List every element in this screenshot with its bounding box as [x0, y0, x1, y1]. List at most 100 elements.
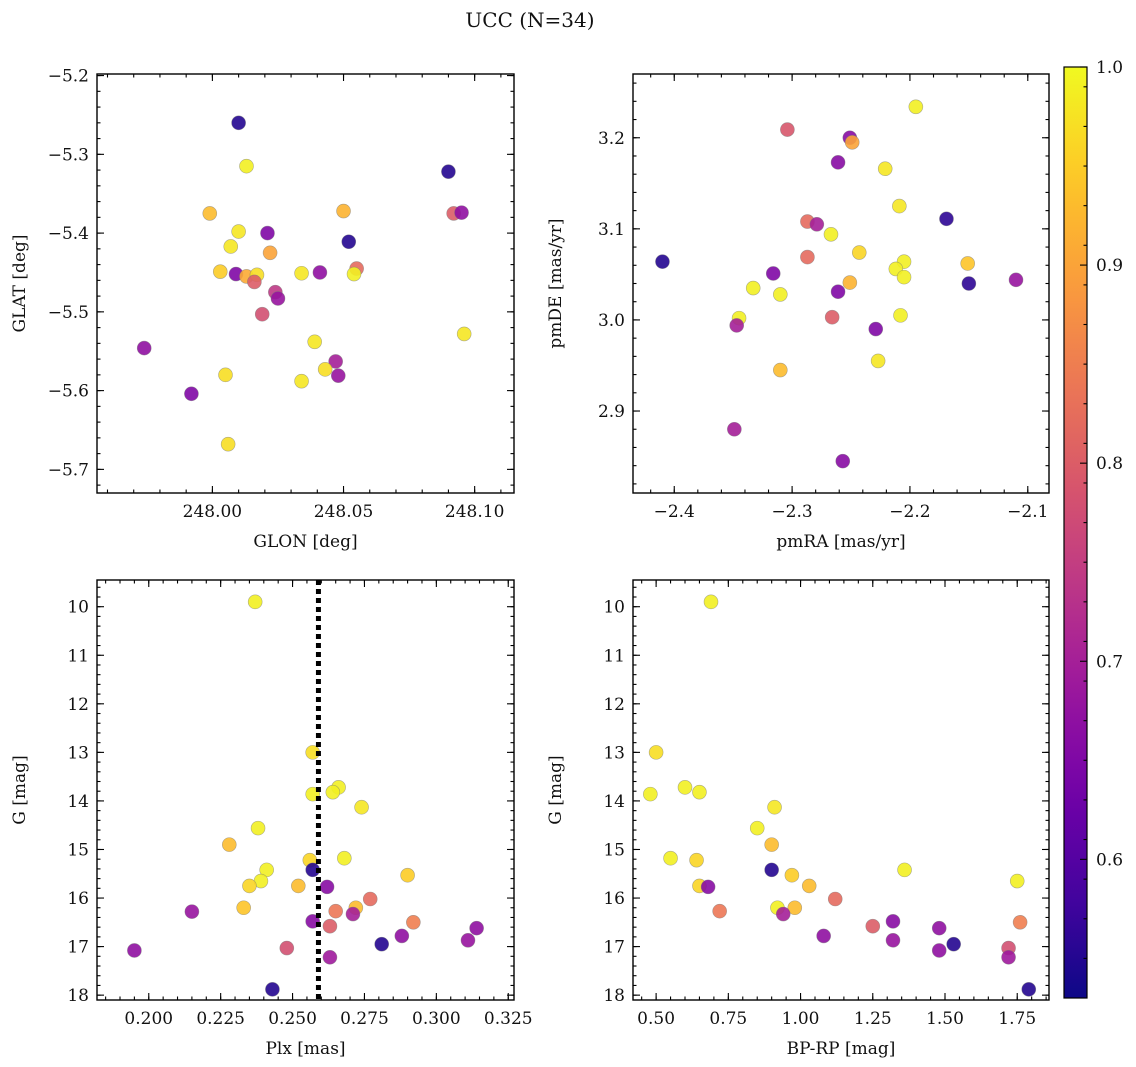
- scatter-point: [254, 306, 270, 322]
- plot-frame: [632, 579, 1050, 1001]
- colorbar: 0.6 0.7 0.8 0.9 1.0: [1063, 58, 1123, 999]
- minor-ticks: [633, 74, 1049, 493]
- scatter-point: [893, 308, 908, 323]
- scatter-point: [312, 265, 328, 280]
- scatter-point: [960, 256, 975, 271]
- scatter-point: [460, 932, 476, 948]
- x-tick-label: 248.05: [314, 502, 373, 522]
- x-tick-label: −2.3: [771, 502, 812, 522]
- colorbar-tick-label: 1.0: [1096, 58, 1123, 78]
- y-axis-label: pmDE [mas/yr]: [546, 218, 566, 348]
- colorbar-tick-label: 0.7: [1096, 652, 1123, 672]
- scatter-point: [885, 914, 901, 929]
- scatter-point: [1021, 982, 1037, 997]
- y-tick-label: 11: [603, 646, 625, 666]
- x-axis-label: Plx [mas]: [265, 1039, 345, 1059]
- scatter-point: [322, 918, 338, 934]
- scatter-point: [745, 280, 761, 296]
- scatter-point: [765, 266, 781, 281]
- scatter-point: [239, 158, 254, 174]
- y-tick-label: 3.2: [598, 129, 625, 149]
- scatter-point: [800, 249, 815, 265]
- scatter-point: [337, 850, 352, 866]
- y-axis-label: G [mag]: [546, 755, 566, 824]
- scatter-series: [136, 115, 472, 452]
- x-tick-label: 0.250: [268, 1009, 317, 1029]
- y-tick-label: 10: [67, 598, 89, 618]
- scatter-point: [892, 198, 907, 214]
- y-tick-label: −5.7: [48, 460, 89, 480]
- scatter-point: [749, 820, 765, 836]
- scatter-point: [220, 436, 236, 452]
- scatter-point: [842, 275, 858, 290]
- figure-title: UCC (N=34): [465, 8, 594, 32]
- scatter-point: [291, 878, 306, 894]
- scatter-point: [1001, 949, 1016, 965]
- colorbar-gradient: [1063, 66, 1088, 999]
- scatter-point: [767, 799, 782, 815]
- scatter-point: [908, 99, 924, 115]
- scatter-point: [824, 309, 840, 325]
- scatter-point: [663, 850, 678, 866]
- scatter-point: [830, 284, 846, 299]
- scatter-series: [643, 594, 1037, 997]
- x-tick-label: 0.325: [484, 1009, 533, 1029]
- scatter-point: [406, 915, 421, 930]
- plot-frame: [96, 579, 515, 1001]
- scatter-point: [1012, 915, 1028, 930]
- scatter-point: [454, 205, 469, 220]
- scatter-point: [231, 115, 246, 131]
- scatter-point: [787, 900, 803, 916]
- scatter-point: [692, 784, 707, 800]
- y-tick-label: 14: [67, 792, 89, 812]
- scatter-point: [939, 211, 954, 227]
- scatter-point: [346, 266, 362, 282]
- scatter-point: [727, 421, 742, 437]
- x-tick-label: 0.75: [709, 1009, 747, 1029]
- scatter-point: [885, 932, 901, 948]
- x-tick-label: 1.75: [998, 1009, 1036, 1029]
- scatter-point: [823, 227, 839, 242]
- scatter-point: [260, 225, 275, 241]
- scatter-point: [136, 340, 152, 356]
- scatter-point: [897, 862, 912, 878]
- scatter-series: [655, 99, 1024, 469]
- scatter-point: [328, 354, 343, 369]
- plot-frame: [96, 73, 515, 494]
- y-tick-label: −5.2: [48, 67, 89, 87]
- scatter-point: [330, 368, 346, 383]
- y-axis-label: GLAT [deg]: [10, 234, 30, 332]
- y-tick-label: 3.0: [598, 311, 625, 331]
- scatter-point: [946, 936, 961, 952]
- scatter-point: [265, 982, 280, 997]
- minor-ticks: [97, 580, 514, 1000]
- x-tick-label: 0.300: [412, 1009, 461, 1029]
- scatter-point: [896, 269, 912, 285]
- scatter-point: [247, 274, 262, 290]
- scatter-point: [870, 353, 886, 369]
- scatter-point: [764, 862, 779, 878]
- plot-frame: [632, 73, 1050, 494]
- x-tick-label: −2.2: [889, 502, 930, 522]
- scatter-point: [212, 264, 228, 279]
- y-tick-label: −5.5: [48, 303, 89, 323]
- scatter-point: [868, 321, 884, 337]
- scatter-point: [689, 852, 704, 868]
- scatter-point: [250, 820, 266, 836]
- x-tick-label: 0.225: [196, 1009, 245, 1029]
- scatter-point: [262, 245, 278, 261]
- scatter-point: [643, 786, 658, 802]
- y-tick-label: 15: [603, 840, 625, 860]
- scatter-point: [328, 903, 343, 919]
- y-tick-label: 12: [603, 695, 625, 715]
- y-tick-label: 16: [603, 889, 625, 909]
- scatter-point: [319, 879, 335, 895]
- scatter-point: [242, 878, 257, 894]
- scatter-point: [218, 367, 233, 383]
- colorbar-tick-label: 0.8: [1096, 454, 1123, 474]
- y-tick-label: 3.1: [598, 220, 625, 240]
- y-tick-label: 12: [67, 695, 89, 715]
- scatter-point: [469, 920, 484, 936]
- scatter-point: [961, 276, 977, 291]
- scatter-point: [809, 216, 825, 232]
